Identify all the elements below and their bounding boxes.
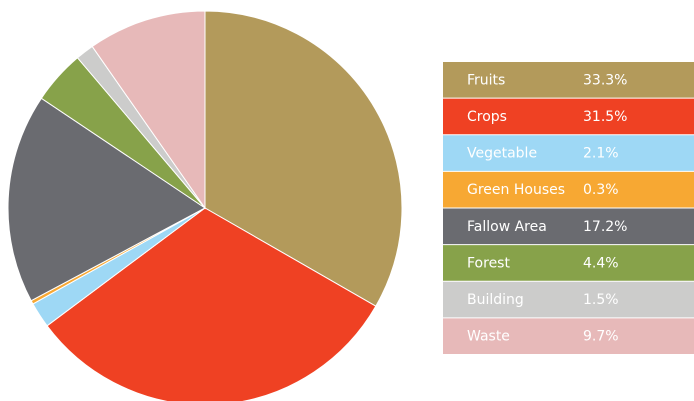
legend-row bbox=[443, 245, 694, 281]
legend-value: 17.2% bbox=[583, 219, 627, 235]
legend-value: 4.4% bbox=[583, 255, 619, 271]
pie-slice bbox=[91, 10, 206, 210]
pie-slice bbox=[46, 207, 377, 401]
legend-row bbox=[443, 98, 694, 135]
legend-value: 9.7% bbox=[583, 329, 619, 345]
legend-label: Green Houses bbox=[467, 182, 565, 198]
legend-row bbox=[443, 208, 694, 245]
legend-row bbox=[443, 318, 694, 354]
legend-label: Forest bbox=[467, 255, 510, 271]
pie-slice bbox=[204, 10, 403, 307]
legend-label: Waste bbox=[467, 329, 510, 345]
legend-row bbox=[443, 62, 694, 98]
legend-row bbox=[443, 281, 694, 318]
legend-row bbox=[443, 171, 694, 208]
legend-label: Vegetable bbox=[467, 146, 537, 162]
legend-label: Crops bbox=[467, 109, 507, 125]
legend-value: 0.3% bbox=[583, 182, 619, 198]
legend-value: 2.1% bbox=[583, 146, 619, 162]
legend-label: Building bbox=[467, 292, 524, 308]
legend-value: 33.3% bbox=[583, 72, 627, 88]
pie-slice bbox=[7, 97, 206, 302]
legend-row bbox=[443, 135, 694, 171]
legend-label: Fruits bbox=[467, 72, 505, 88]
legend-value: 1.5% bbox=[583, 292, 619, 308]
legend-label: Fallow Area bbox=[467, 219, 547, 235]
legend-value: 31.5% bbox=[583, 109, 627, 125]
